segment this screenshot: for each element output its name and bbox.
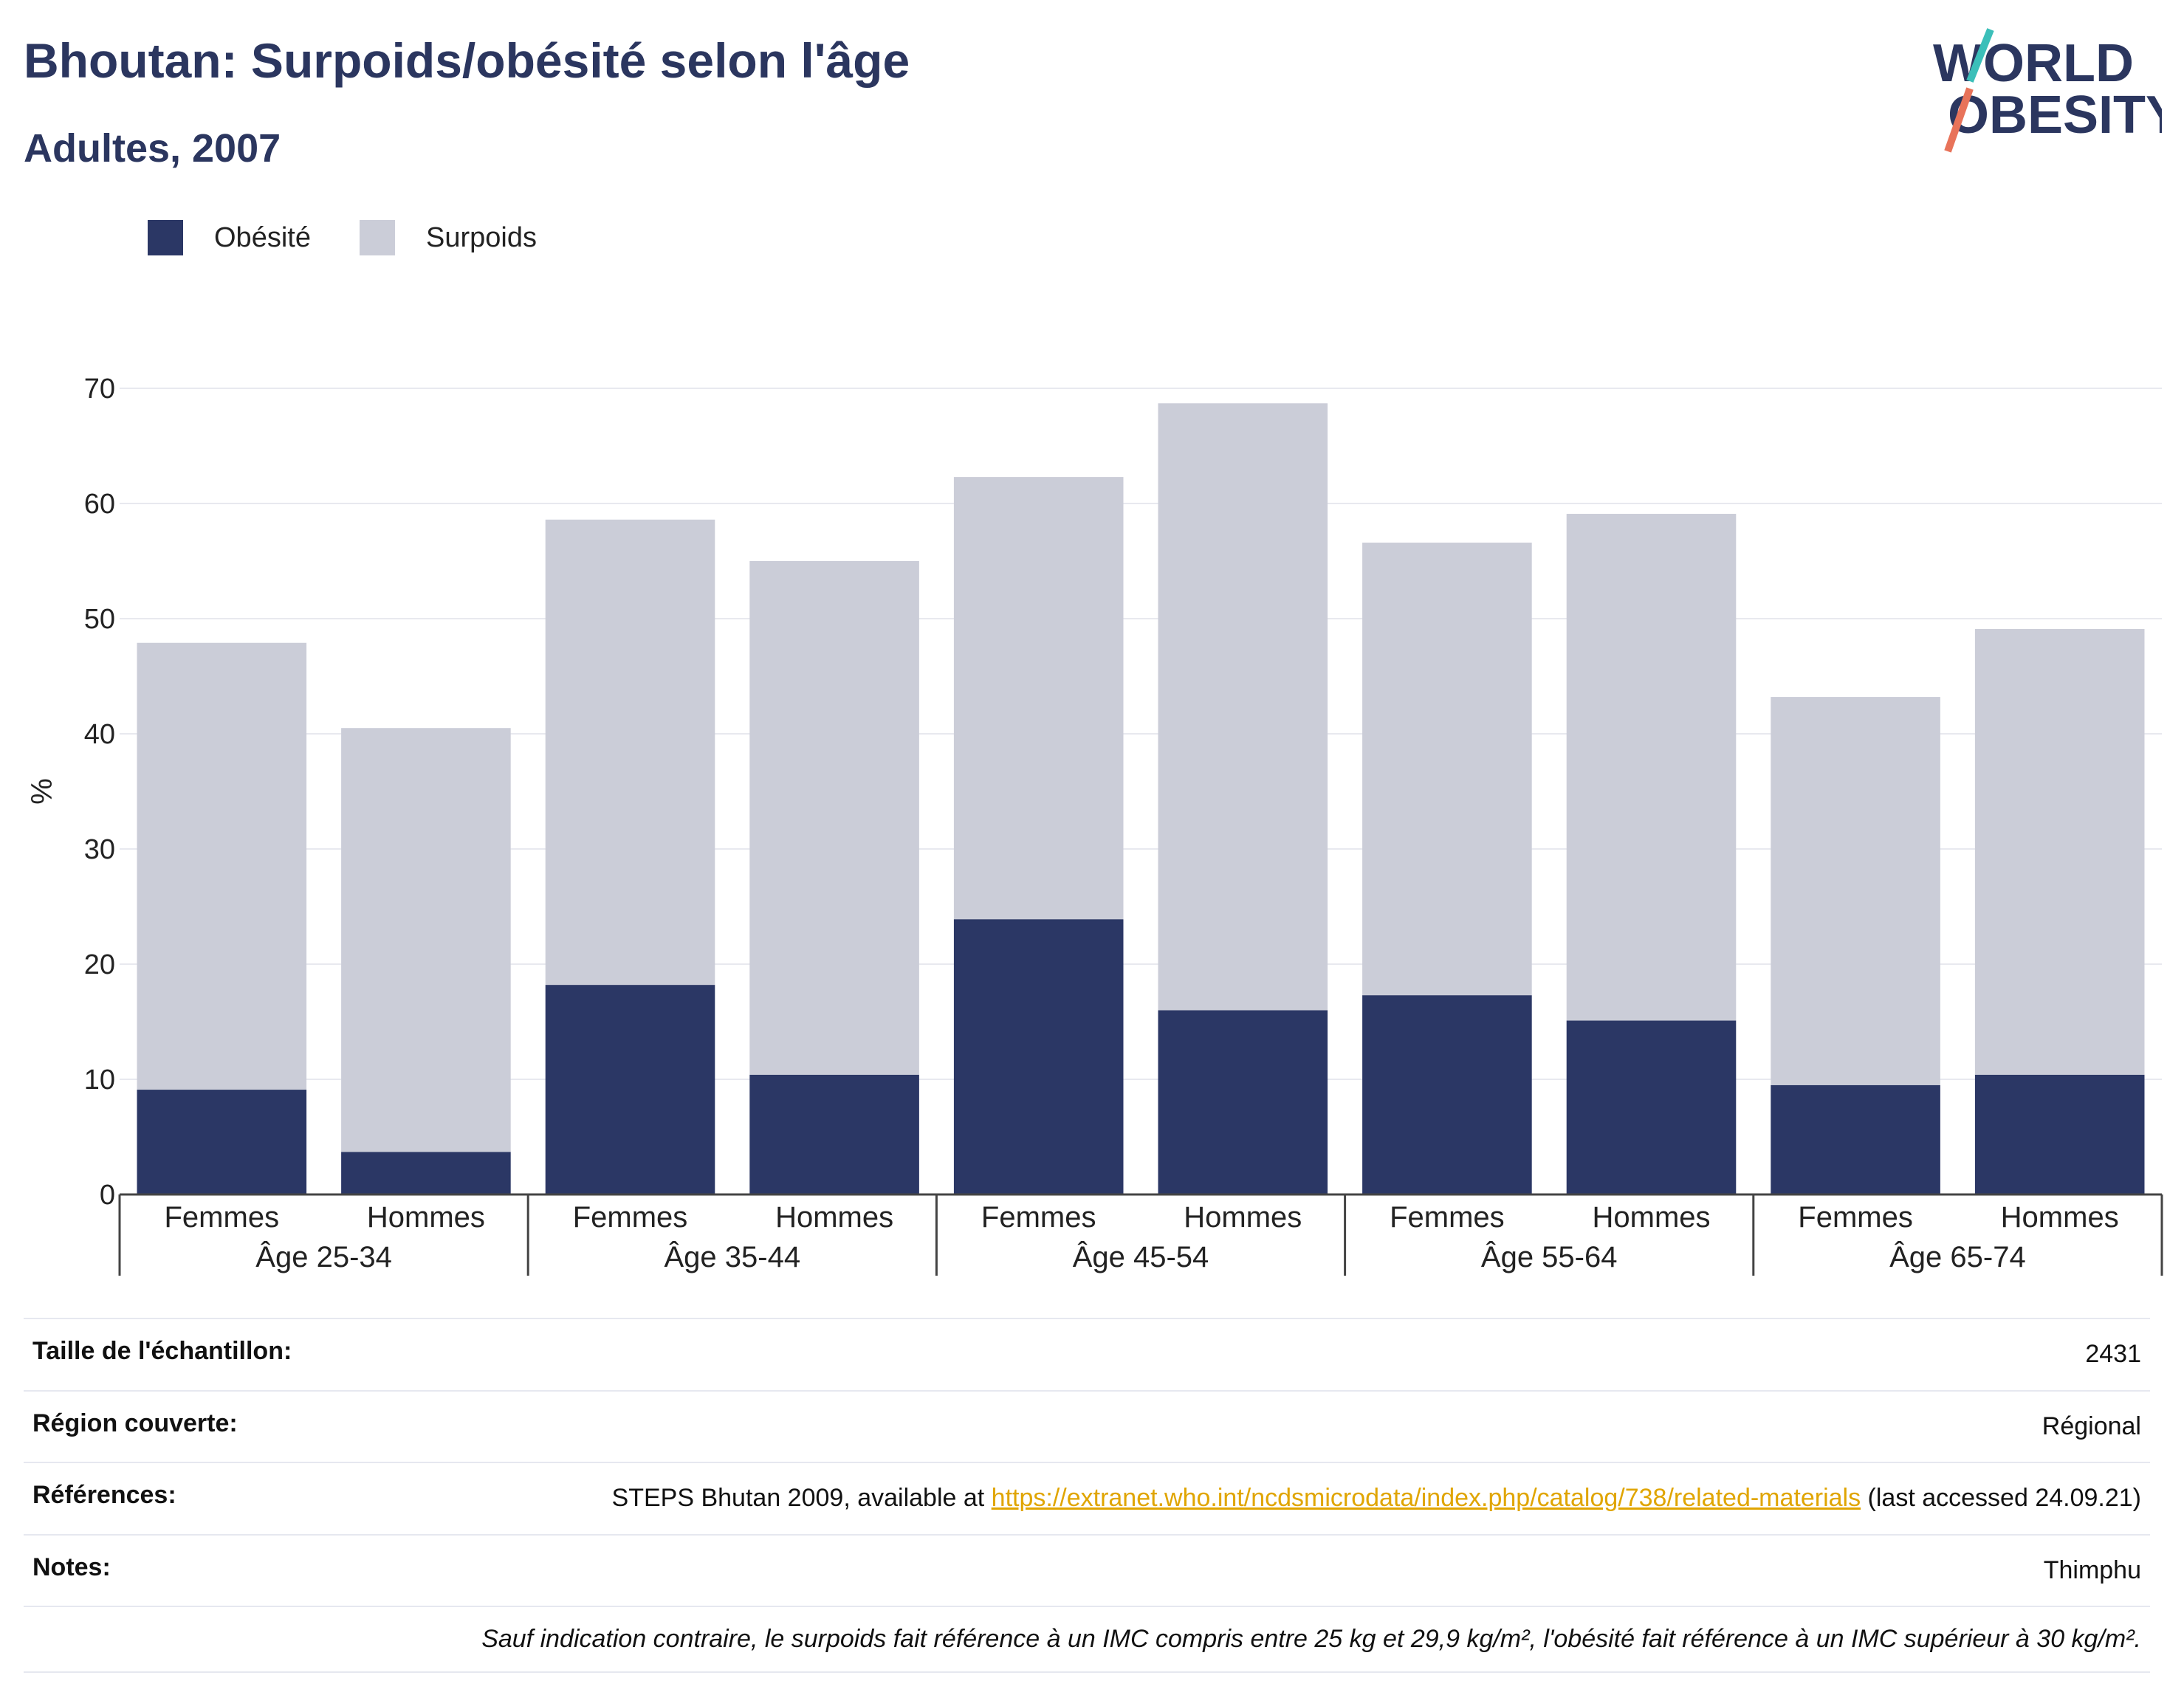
bar-obesite bbox=[1974, 1074, 2145, 1194]
notes-value: Thimphu bbox=[2043, 1555, 2141, 1584]
footnote-text: Sauf indication contraire, le surpoids f… bbox=[481, 1625, 2141, 1654]
x-group-label: Âge 45-54 bbox=[1073, 1240, 1209, 1273]
logo-word-1: WORLD bbox=[1933, 34, 2134, 93]
references-value: STEPS Bhutan 2009, available at https://… bbox=[612, 1481, 2141, 1516]
stacked-bar-chart: 0 10 20 30 40 50 60 70% Femmes Hommes Femmes Hommes… bbox=[26, 374, 2163, 1276]
y-axis-label: % bbox=[26, 778, 58, 805]
y-tick-label: 60 bbox=[84, 489, 115, 520]
info-row-notes: Notes: Thimphu bbox=[24, 1533, 2150, 1606]
x-category-label: Femmes bbox=[165, 1201, 280, 1234]
x-category-label: Hommes bbox=[775, 1201, 893, 1234]
x-group-label: Âge 25-34 bbox=[255, 1240, 392, 1273]
legend-label-obesite: Obésité bbox=[214, 221, 311, 253]
x-category-label: Femmes bbox=[573, 1201, 688, 1234]
x-group-label: Âge 55-64 bbox=[1481, 1240, 1618, 1273]
bar-obesite bbox=[1362, 995, 1532, 1194]
bar-surpoids bbox=[137, 642, 307, 1090]
x-category-label: Femmes bbox=[1390, 1201, 1505, 1234]
x-group-label: Âge 35-44 bbox=[665, 1240, 801, 1273]
logo-coral-slash bbox=[1944, 87, 1974, 153]
y-tick-label: 10 bbox=[84, 1065, 115, 1096]
bar-obesite bbox=[953, 919, 1124, 1194]
chart-legend: Obésité Surpoids bbox=[148, 220, 586, 255]
bar-surpoids bbox=[341, 728, 511, 1152]
bar-obesite bbox=[341, 1152, 511, 1194]
x-category-label: Femmes bbox=[981, 1201, 1096, 1234]
x-category-label: Hommes bbox=[367, 1201, 485, 1234]
bar-obesite bbox=[1771, 1084, 1940, 1194]
references-prefix: STEPS Bhutan 2009, available at bbox=[611, 1484, 992, 1513]
bar-obesite bbox=[545, 985, 715, 1194]
y-tick-label: 20 bbox=[84, 949, 115, 980]
bar-obesite bbox=[1566, 1020, 1737, 1194]
bar-surpoids bbox=[545, 519, 715, 986]
page-subtitle: Adultes, 2007 bbox=[24, 126, 281, 171]
bar-surpoids bbox=[1362, 543, 1532, 996]
notes-label: Notes: bbox=[32, 1553, 111, 1581]
bar-obesite bbox=[137, 1090, 307, 1194]
bar-obesite bbox=[1158, 1010, 1328, 1194]
y-tick-label: 40 bbox=[84, 719, 115, 750]
y-tick-label: 30 bbox=[84, 834, 115, 865]
bar-surpoids bbox=[1566, 514, 1737, 1021]
references-link[interactable]: https://extranet.who.int/ncdsmicrodata/i… bbox=[991, 1484, 1861, 1513]
logo-word-2: OBESITY bbox=[1948, 86, 2162, 145]
legend-item-obesite[interactable]: Obésité bbox=[148, 220, 311, 255]
bar-surpoids bbox=[749, 561, 919, 1075]
legend-item-surpoids[interactable]: Surpoids bbox=[359, 220, 537, 255]
region-value: Régional bbox=[2042, 1412, 2141, 1440]
legend-swatch-obesite bbox=[148, 220, 183, 255]
bar-surpoids bbox=[1771, 697, 1940, 1085]
x-category-label: Hommes bbox=[2001, 1201, 2119, 1234]
sample-label: Taille de l'échantillon: bbox=[32, 1337, 292, 1365]
region-label: Région couverte: bbox=[32, 1409, 238, 1437]
y-tick-label: 50 bbox=[84, 604, 115, 635]
bar-surpoids bbox=[1158, 403, 1328, 1011]
bar-surpoids bbox=[953, 477, 1124, 920]
references-label: Références: bbox=[32, 1481, 176, 1510]
legend-label-surpoids: Surpoids bbox=[425, 221, 537, 253]
world-obesity-logo: WORLD OBESITY bbox=[1933, 28, 2162, 153]
info-table: Taille de l'échantillon: 2431 Région cou… bbox=[24, 1318, 2150, 1674]
sample-value: 2431 bbox=[2085, 1340, 2141, 1368]
info-row-footnote: Sauf indication contraire, le surpoids f… bbox=[24, 1606, 2150, 1674]
page-title: Bhoutan: Surpoids/obésité selon l'âge bbox=[24, 33, 910, 88]
info-row-region: Région couverte: Régional bbox=[24, 1389, 2150, 1462]
references-suffix: (last accessed 24.09.21) bbox=[1861, 1484, 2141, 1513]
x-category-label: Hommes bbox=[1592, 1201, 1710, 1234]
info-row-sample: Taille de l'échantillon: 2431 bbox=[24, 1318, 2150, 1390]
x-group-label: Âge 65-74 bbox=[1889, 1240, 2026, 1273]
y-tick-label: 70 bbox=[84, 374, 115, 405]
legend-swatch-surpoids bbox=[359, 220, 395, 255]
y-tick-label: 0 bbox=[100, 1180, 115, 1211]
x-category-label: Femmes bbox=[1798, 1201, 1913, 1234]
bar-surpoids bbox=[1974, 629, 2145, 1075]
x-category-label: Hommes bbox=[1184, 1201, 1302, 1234]
bar-obesite bbox=[749, 1074, 919, 1194]
logo-teal-slash bbox=[1966, 28, 1994, 83]
info-row-references: Références: STEPS Bhutan 2009, available… bbox=[24, 1462, 2150, 1534]
